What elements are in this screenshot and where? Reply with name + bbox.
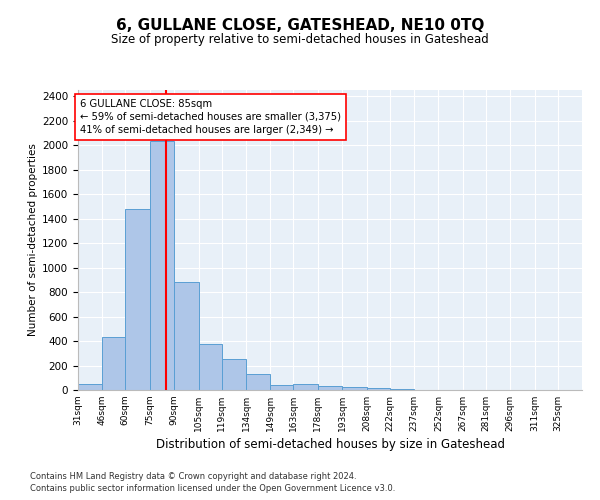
Text: Size of property relative to semi-detached houses in Gateshead: Size of property relative to semi-detach… [111,32,489,46]
Text: Contains public sector information licensed under the Open Government Licence v3: Contains public sector information licen… [30,484,395,493]
Bar [174,282,199,390]
Bar [150,142,174,390]
Bar [342,387,367,390]
Text: Contains HM Land Registry data © Crown copyright and database right 2024.: Contains HM Land Registry data © Crown c… [30,472,356,481]
Bar [199,344,221,390]
Bar [125,209,150,390]
Bar [293,384,318,390]
Text: 6, GULLANE CLOSE, GATESHEAD, NE10 0TQ: 6, GULLANE CLOSE, GATESHEAD, NE10 0TQ [116,18,484,32]
Y-axis label: Number of semi-detached properties: Number of semi-detached properties [28,144,38,336]
Bar [221,359,246,390]
Bar [389,389,414,390]
Bar [271,385,293,390]
Bar [103,336,125,390]
X-axis label: Distribution of semi-detached houses by size in Gateshead: Distribution of semi-detached houses by … [155,438,505,451]
Bar [78,384,103,390]
Text: 6 GULLANE CLOSE: 85sqm
← 59% of semi-detached houses are smaller (3,375)
41% of : 6 GULLANE CLOSE: 85sqm ← 59% of semi-det… [80,98,341,135]
Bar [246,374,271,390]
Bar [367,388,389,390]
Bar [318,386,342,390]
